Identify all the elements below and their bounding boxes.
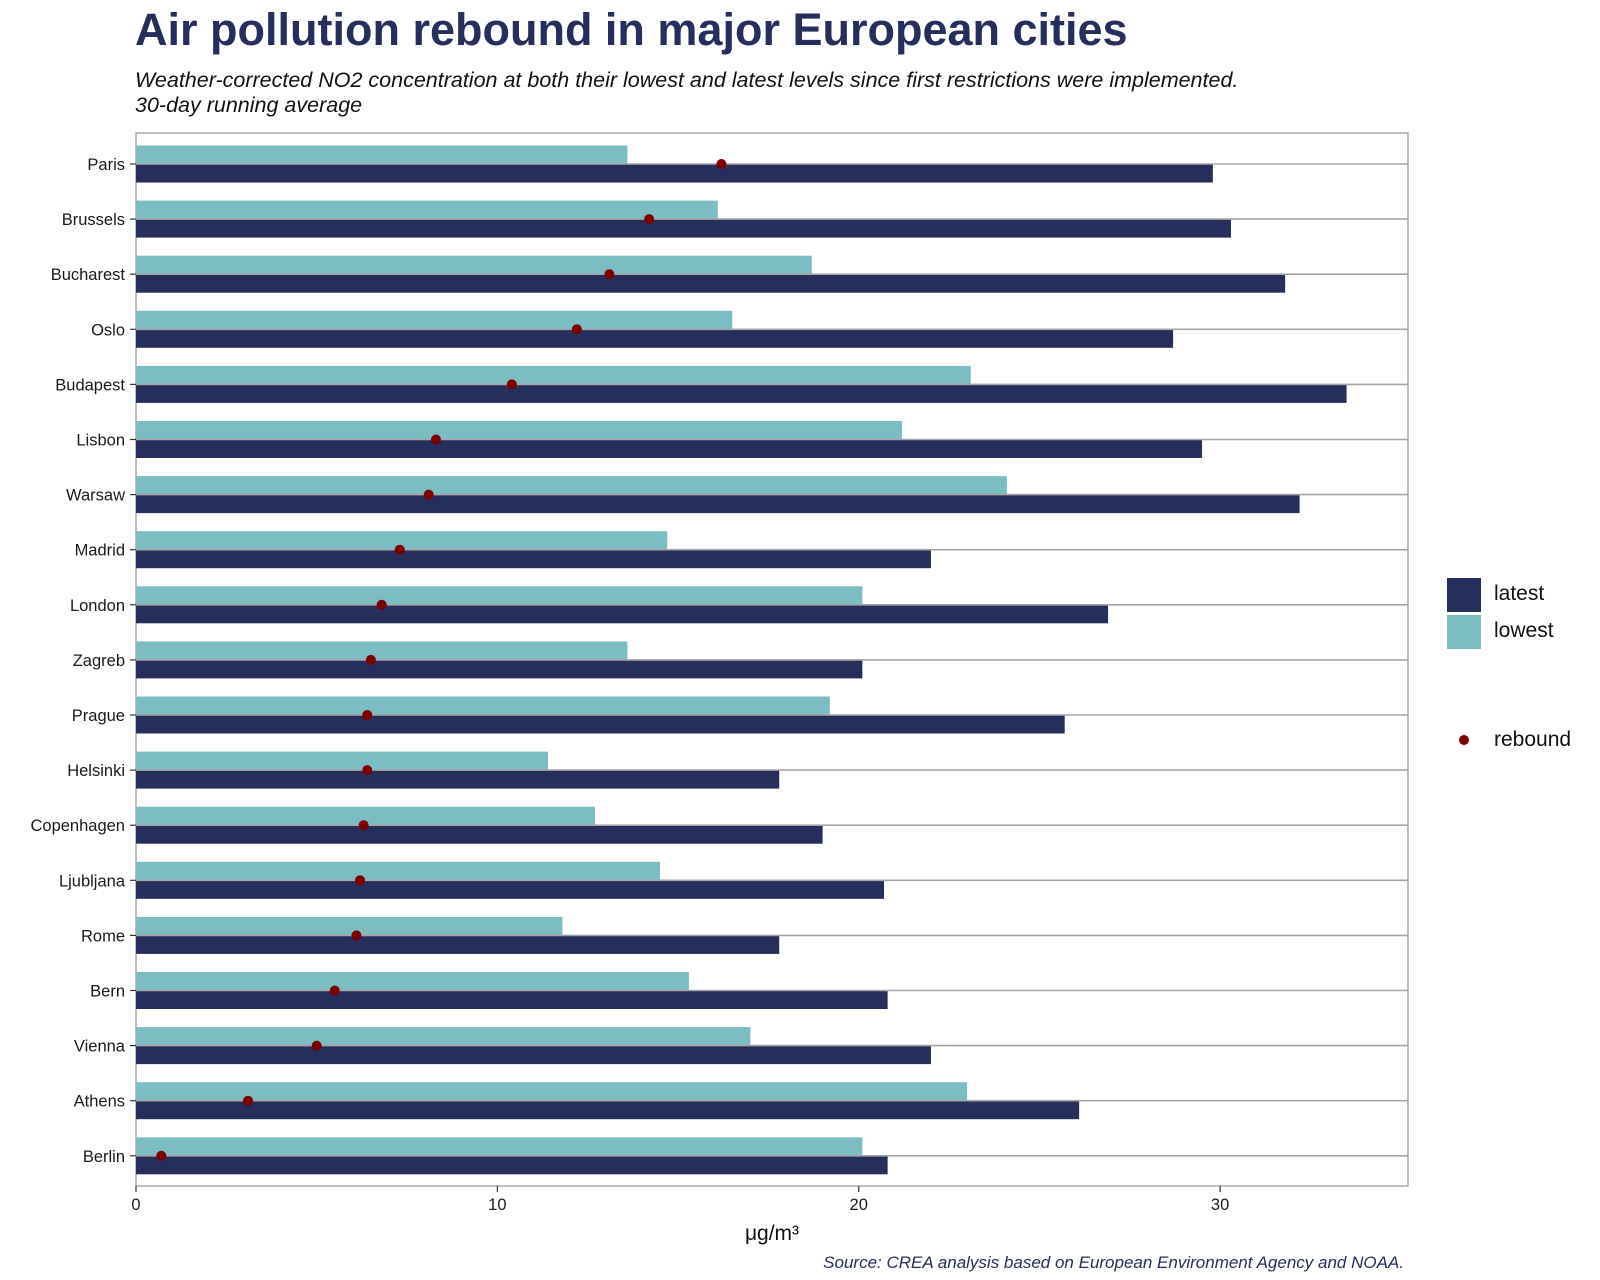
point-rebound-brussels: [644, 214, 655, 225]
subtitle-line-2: 30-day running average: [135, 93, 363, 117]
y-tick-label-bern: Bern: [90, 983, 125, 1001]
point-rebound-warsaw: [423, 489, 434, 500]
bar-lowest-copenhagen: [136, 806, 595, 826]
bar-latest-bucharest: [136, 274, 1286, 293]
legend-label-lowest: lowest: [1494, 619, 1554, 642]
bar-latest-brussels: [136, 219, 1231, 238]
legend-key-lowest: [1447, 615, 1481, 649]
bar-latest-zagreb: [136, 659, 863, 679]
y-tick-label-warsaw: Warsaw: [66, 487, 125, 505]
bar-lowest-bern: [136, 972, 689, 991]
subtitle-line-1: Weather-corrected NO2 concentration at b…: [135, 68, 1239, 92]
bar-lowest-warsaw: [136, 476, 1007, 495]
bar-lowest-paris: [136, 145, 628, 164]
bar-lowest-bucharest: [136, 255, 812, 275]
y-tick-label-madrid: Madrid: [75, 542, 125, 560]
point-rebound-helsinki: [362, 765, 373, 776]
y-tick-label-copenhagen: Copenhagen: [30, 817, 125, 835]
x-tick-label-10: 10: [488, 1196, 506, 1214]
bar-latest-oslo: [136, 329, 1174, 348]
bar-lowest-athens: [136, 1082, 968, 1101]
point-rebound-london: [376, 599, 387, 610]
point-rebound-paris: [716, 159, 727, 169]
bar-lowest-oslo: [136, 310, 733, 330]
bar-lowest-vienna: [136, 1027, 751, 1046]
point-rebound-ljubljana: [355, 875, 366, 886]
y-tick-label-athens: Athens: [74, 1093, 125, 1111]
point-rebound-prague: [362, 710, 373, 720]
bar-lowest-zagreb: [136, 641, 628, 660]
bar-latest-london: [136, 604, 1109, 624]
bar-latest-berlin: [136, 1155, 888, 1175]
point-rebound-athens: [243, 1095, 254, 1106]
y-tick-label-ljubljana: Ljubljana: [59, 872, 126, 890]
bar-latest-budapest: [136, 384, 1347, 403]
bar-lowest-prague: [136, 696, 830, 715]
bar-lowest-ljubljana: [136, 861, 660, 881]
source-caption: Source: CREA analysis based on European …: [823, 1253, 1404, 1272]
bar-lowest-brussels: [136, 200, 718, 220]
bar-latest-paris: [136, 164, 1213, 183]
bar-latest-ljubljana: [136, 880, 885, 899]
chart-subtitle: Weather-corrected NO2 concentration at b…: [135, 68, 1238, 118]
bar-lowest-rome: [136, 916, 563, 936]
legend-key-latest: [1447, 578, 1481, 612]
x-tick-label-20: 20: [850, 1196, 868, 1214]
point-rebound-budapest: [506, 379, 517, 390]
legend-label-rebound: rebound: [1494, 728, 1572, 751]
bar-latest-prague: [136, 715, 1065, 734]
y-tick-label-helsinki: Helsinki: [67, 762, 125, 780]
point-rebound-zagreb: [365, 654, 376, 665]
y-tick-label-budapest: Budapest: [55, 376, 125, 394]
point-rebound-bern: [329, 985, 340, 996]
bar-latest-lisbon: [136, 439, 1203, 458]
y-tick-label-london: London: [70, 597, 125, 615]
bar-latest-warsaw: [136, 494, 1300, 514]
bar-lowest-lisbon: [136, 421, 903, 440]
point-rebound-vienna: [311, 1040, 322, 1051]
point-rebound-copenhagen: [358, 820, 369, 831]
bar-latest-bern: [136, 990, 888, 1009]
bar-latest-athens: [136, 1100, 1080, 1120]
y-tick-label-brussels: Brussels: [62, 211, 125, 229]
bar-lowest-budapest: [136, 365, 971, 385]
point-rebound-rome: [351, 930, 362, 941]
bar-latest-vienna: [136, 1045, 931, 1065]
bar-latest-madrid: [136, 549, 931, 569]
bar-lowest-helsinki: [136, 751, 548, 771]
y-tick-label-vienna: Vienna: [74, 1038, 126, 1056]
legend-key-rebound: [1459, 735, 1469, 745]
point-rebound-bucharest: [604, 269, 615, 280]
x-tick-label-30: 30: [1211, 1196, 1229, 1214]
bar-lowest-berlin: [136, 1137, 863, 1156]
bar-latest-copenhagen: [136, 825, 823, 844]
x-tick-label-0: 0: [131, 1196, 140, 1214]
y-tick-label-paris: Paris: [87, 156, 125, 174]
bar-latest-rome: [136, 935, 780, 954]
chart-title: Air pollution rebound in major European …: [135, 4, 1128, 55]
y-tick-label-prague: Prague: [72, 707, 125, 725]
y-tick-label-berlin: Berlin: [83, 1148, 125, 1166]
y-tick-label-zagreb: Zagreb: [73, 652, 125, 670]
y-tick-label-lisbon: Lisbon: [76, 432, 125, 450]
point-rebound-madrid: [394, 544, 405, 555]
bar-latest-helsinki: [136, 770, 780, 789]
x-axis-title: μg/m³: [745, 1222, 799, 1245]
point-rebound-lisbon: [430, 434, 441, 445]
y-tick-label-bucharest: Bucharest: [51, 266, 126, 284]
legend-label-latest: latest: [1494, 582, 1545, 605]
bar-lowest-madrid: [136, 531, 668, 550]
bar-lowest-london: [136, 586, 863, 605]
y-tick-label-rome: Rome: [81, 927, 125, 945]
point-rebound-oslo: [571, 324, 582, 335]
y-tick-label-oslo: Oslo: [91, 321, 125, 339]
point-rebound-berlin: [156, 1150, 167, 1161]
